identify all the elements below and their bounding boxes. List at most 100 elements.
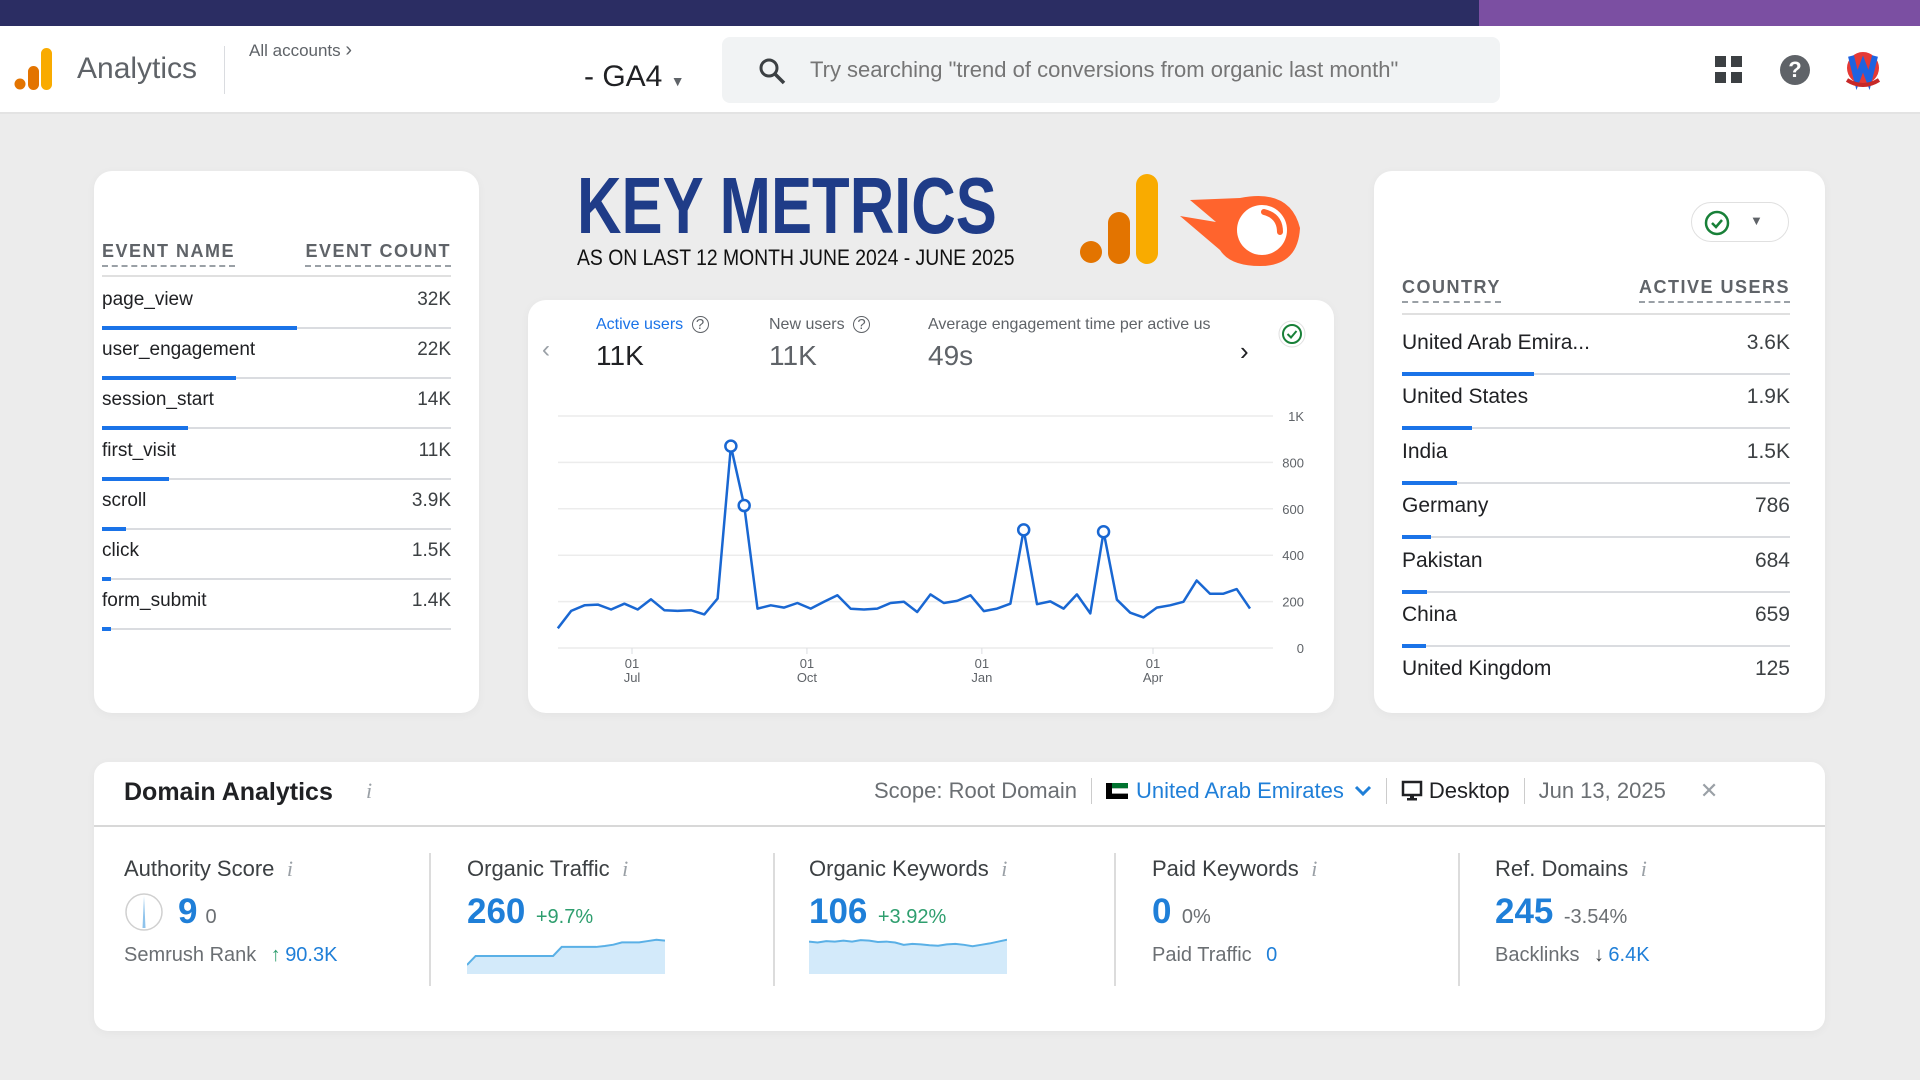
row-label: Pakistan (1402, 548, 1483, 572)
column-header-active-users[interactable]: ACTIVE USERS (1638, 277, 1790, 303)
row-value: 11K (418, 439, 451, 461)
metric-value[interactable]: 106 (809, 892, 868, 931)
row-divider (102, 526, 451, 531)
domain-analytics-title: Domain Analytics (124, 778, 333, 806)
caret-down-icon: ▼ (670, 73, 685, 89)
metric-organic-keywords: Organic Keywords i 106 +3.92% (808, 856, 1129, 979)
tab-value: 11K (596, 340, 644, 371)
breadcrumb-label: All accounts (249, 41, 341, 60)
y-tick-label: 800 (1282, 455, 1304, 470)
column-header-country[interactable]: COUNTRY (1402, 277, 1501, 303)
hero-subtitle: AS ON LAST 12 MONTH JUNE 2024 - JUNE 202… (577, 245, 1015, 270)
sub-label: Paid Traffic (1152, 944, 1252, 966)
breadcrumb-all-accounts[interactable]: All accounts › (249, 39, 352, 62)
sub-label: Backlinks (1495, 944, 1580, 966)
table-row[interactable]: United Kingdom 125 (1402, 657, 1790, 711)
table-row[interactable]: session_start 14K (102, 389, 451, 439)
row-bar (102, 426, 188, 431)
apps-grid-icon[interactable] (1715, 56, 1742, 83)
sub-value[interactable]: 6.4K (1608, 944, 1650, 966)
metric-authority-score: Authority Score i 9 0 Semrush Rank ↑ 90.… (124, 856, 444, 967)
date-label[interactable]: Jun 13, 2025 (1538, 778, 1666, 803)
scope-label[interactable]: Scope: Root Domain (874, 778, 1077, 803)
comparison-dropdown[interactable]: ▼ (1691, 202, 1789, 242)
check-circle-icon[interactable] (1278, 320, 1306, 348)
close-icon[interactable]: ✕ (1699, 778, 1719, 803)
highlighted-data-point (724, 439, 738, 453)
sub-value[interactable]: 0 (1266, 944, 1278, 966)
row-value: 684 (1754, 548, 1790, 572)
info-icon[interactable]: i (622, 856, 629, 881)
metric-ref-domains: Ref. Domains i 245 -3.54% Backlinks ↓ 6.… (1495, 856, 1815, 967)
row-divider (1402, 644, 1790, 648)
row-bar (1402, 589, 1428, 594)
analytics-logo[interactable] (14, 48, 52, 90)
organic-keywords-sparkline (808, 938, 1008, 974)
country-selector[interactable]: United Arab Emirates (1106, 778, 1372, 804)
row-value: 32K (417, 289, 451, 310)
row-bar (1402, 535, 1431, 540)
table-row[interactable]: United Arab Emira... 3.6K (1402, 331, 1790, 385)
metric-label: Ref. Domains (1495, 856, 1629, 881)
tab-active-users[interactable]: Active users ? 11K (596, 316, 709, 372)
metric-label: Organic Keywords (809, 856, 989, 881)
table-row[interactable]: China 659 (1402, 603, 1790, 657)
help-icon[interactable]: ? (1780, 55, 1810, 85)
tab-avg-engagement[interactable]: Average engagement time per active us 49… (928, 316, 1228, 372)
row-bar (1402, 644, 1427, 648)
highlighted-data-point (1016, 523, 1031, 537)
row-label: page_view (102, 289, 193, 310)
device-selector[interactable]: Desktop (1401, 778, 1510, 804)
column-divider (1114, 853, 1116, 986)
table-row[interactable]: form_submit 1.4K (102, 590, 451, 640)
info-icon[interactable]: i (286, 856, 293, 881)
tab-value: 11K (769, 340, 817, 371)
x-tick-month: Apr (1143, 670, 1164, 685)
metric-value[interactable]: 0 (1152, 892, 1172, 931)
tab-new-users[interactable]: New users ? 11K (769, 316, 871, 372)
row-divider (1402, 372, 1790, 376)
table-row[interactable]: Germany 786 (1402, 494, 1790, 548)
metric-value[interactable]: 245 (1495, 892, 1554, 931)
row-value: 786 (1754, 494, 1790, 518)
table-row[interactable]: India 1.5K (1402, 440, 1790, 494)
y-tick-label: 200 (1282, 595, 1304, 610)
x-tick-day: 01 (800, 656, 814, 671)
search-input[interactable] (810, 51, 1470, 89)
metric-value[interactable]: 260 (467, 892, 526, 931)
table-row[interactable]: first_visit 11K (102, 440, 451, 490)
info-icon[interactable]: i (1640, 856, 1647, 881)
sub-value[interactable]: 90.3K (285, 944, 338, 966)
countries-card: ▼ COUNTRY ACTIVE USERS United Arab Emira… (1374, 171, 1825, 713)
organic-traffic-sparkline (466, 938, 666, 974)
column-header-event-count[interactable]: EVENT COUNT (305, 241, 451, 267)
chevron-left-icon[interactable]: ‹ (542, 336, 550, 363)
info-icon[interactable]: i (1311, 856, 1318, 881)
table-row[interactable]: scroll 3.9K (102, 490, 451, 540)
metric-value: 9 (178, 892, 198, 931)
help-icon[interactable]: ? (853, 316, 871, 333)
check-circle-icon (1704, 210, 1730, 236)
row-bar (102, 526, 126, 531)
table-row[interactable]: Pakistan 684 (1402, 549, 1790, 603)
row-label: Germany (1402, 494, 1489, 518)
table-row[interactable]: page_view 32K (102, 289, 451, 339)
search-bar[interactable] (722, 37, 1500, 103)
row-label: United States (1402, 385, 1529, 409)
column-header-event-name[interactable]: EVENT NAME (102, 241, 236, 267)
help-icon[interactable]: ? (691, 316, 709, 333)
chevron-right-icon[interactable]: › (1240, 336, 1249, 366)
filter-divider (1091, 778, 1092, 804)
table-row[interactable]: user_engagement 22K (102, 339, 451, 389)
row-value: 1.4K (411, 590, 451, 612)
row-divider (1402, 535, 1790, 540)
highlighted-data-point (1096, 525, 1111, 539)
avatar[interactable] (1843, 50, 1883, 90)
table-row[interactable]: click 1.5K (102, 540, 451, 590)
uae-flag-icon (1106, 783, 1128, 799)
info-icon[interactable]: i (1001, 856, 1008, 881)
header-divider (94, 825, 1825, 827)
property-selector[interactable]: - GA4 ▼ (584, 60, 685, 94)
table-row[interactable]: United States 1.9K (1402, 385, 1790, 439)
info-icon[interactable]: i (366, 778, 373, 803)
